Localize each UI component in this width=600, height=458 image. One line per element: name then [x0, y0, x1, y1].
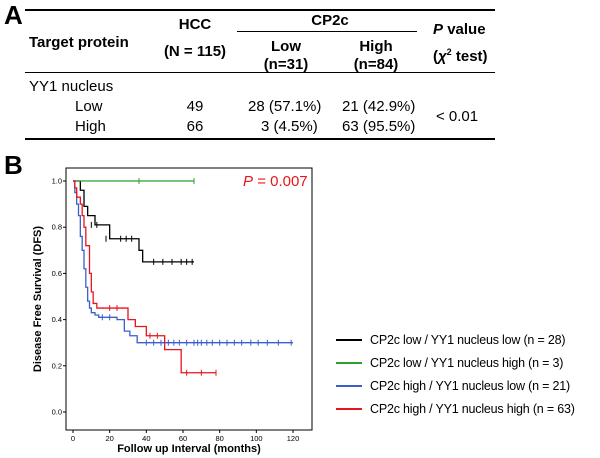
row-low-cp2c-low: 28 (57.1%) [248, 98, 322, 115]
p-value-number: = 0.007 [257, 173, 308, 190]
x-tick-label: 120 [287, 434, 300, 443]
legend-swatch-black [336, 339, 362, 341]
header-target-protein: Target protein [29, 34, 129, 51]
table-header-rule [25, 72, 495, 73]
table-bottom-rule [25, 138, 495, 140]
row-low-label: Low [75, 98, 103, 115]
y-tick-label: 0.8 [52, 223, 62, 232]
y-tick-label: 0.2 [52, 361, 62, 370]
legend-text-blue: CP2c high / YY1 nucleus low (n = 21) [370, 379, 570, 393]
chart-series [73, 178, 293, 376]
y-tick-label: 0.4 [52, 315, 62, 324]
legend-text-green: CP2c low / YY1 nucleus high (n = 3) [370, 356, 564, 370]
header-test-chi: χ [438, 48, 447, 65]
x-tick-label: 80 [215, 434, 223, 443]
x-tick-label: 60 [179, 434, 187, 443]
x-tick-label: 40 [142, 434, 150, 443]
header-hcc: HCC [178, 16, 212, 33]
row-low-cp2c-high: 21 (42.9%) [342, 98, 416, 115]
group-label-yy1: YY1 nucleus [29, 78, 114, 95]
legend-swatch-green [336, 362, 362, 364]
panel-a-label: A [4, 0, 23, 30]
header-pvalue-p: P [433, 21, 444, 38]
x-axis-title: Follow up Interval (months) [117, 443, 261, 455]
header-cp2c: CP2c [311, 12, 349, 29]
header-high-n: (n=84) [353, 56, 399, 73]
row-high-cp2c-low: 3 (4.5%) [261, 118, 318, 135]
header-test-sup: 2 [446, 47, 452, 57]
km-curve-series-1 [73, 180, 194, 263]
row-low-hcc: 49 [186, 98, 204, 115]
header-low: Low [271, 38, 301, 55]
header-high: High [359, 38, 393, 55]
p-value-label: P [243, 173, 254, 190]
table-top-rule [25, 9, 495, 11]
header-test-label: test) [455, 48, 488, 65]
x-tick-label: 0 [71, 434, 75, 443]
row-high-hcc: 66 [186, 118, 204, 135]
legend-text-red: CP2c high / YY1 nucleus high (n = 63) [370, 402, 575, 416]
header-low-n: (n=31) [263, 56, 309, 73]
y-tick-label: 0.6 [52, 269, 62, 278]
header-test: (χ2 test) [433, 47, 488, 65]
header-pvalue: P value [433, 20, 486, 40]
legend-text-black: CP2c low / YY1 nucleus low (n = 28) [370, 333, 566, 347]
y-axis-title: Disease Free Survival (DFS) [32, 226, 44, 372]
pvalue-cell: < 0.01 [436, 108, 479, 125]
header-hcc-n: (N = 115) [163, 43, 227, 60]
y-tick-label: 1.0 [52, 177, 62, 186]
row-high-label: High [75, 118, 106, 135]
row-high-cp2c-high: 63 (95.5%) [342, 118, 416, 135]
km-curve-series-4 [73, 180, 216, 374]
header-pvalue-label: value [447, 21, 486, 38]
x-tick-label: 100 [250, 434, 263, 443]
plot-frame [65, 167, 313, 431]
legend-swatch-red [336, 408, 362, 410]
y-tick-label: 0.0 [52, 408, 62, 417]
cp2c-span-rule [237, 31, 417, 32]
p-value-annotation: P = 0.007 [243, 173, 308, 190]
km-curve-series-3 [73, 180, 293, 344]
legend-swatch-blue [336, 385, 362, 387]
x-tick-label: 20 [105, 434, 113, 443]
panel-b-label: B [4, 150, 23, 180]
chart-axes: 0.0 0.2 0.4 0.6 0.8 1.0 0 20 40 60 80 100 120 Follow … [32, 167, 313, 455]
